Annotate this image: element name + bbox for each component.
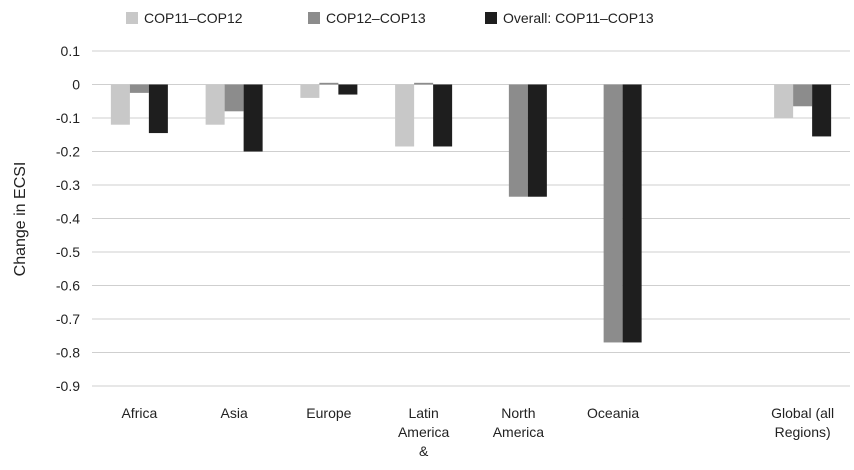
x-tick-label: Regions) (775, 424, 831, 440)
bar (300, 84, 320, 98)
y-tick-label: -0.6 (56, 278, 80, 294)
bar (527, 84, 547, 197)
legend: COP11–COP12 COP12–COP13 Overall: COP11–COP… (126, 10, 654, 26)
bar (243, 84, 263, 152)
x-tick-label: Global (all (771, 405, 834, 421)
bar (224, 84, 244, 112)
legend-label: COP11–COP12 (144, 10, 243, 26)
bar (148, 84, 168, 134)
bar (793, 84, 813, 107)
y-tick-label: -0.8 (56, 345, 80, 361)
bar (395, 84, 415, 147)
bar (433, 84, 453, 147)
x-tick-label: Latin (408, 405, 438, 421)
legend-label: Overall: COP11–COP13 (503, 10, 654, 26)
x-tick-label: Oceania (587, 405, 639, 421)
x-tick-label: North (501, 405, 535, 421)
x-tick-label: & (419, 443, 429, 459)
legend-swatch (485, 12, 497, 24)
bar (129, 84, 149, 93)
y-tick-label: -0.7 (56, 311, 80, 327)
x-tick-label: Europe (306, 405, 351, 421)
legend-label: COP12–COP13 (326, 10, 426, 26)
x-tick-label: Asia (221, 405, 248, 421)
bars (110, 82, 832, 343)
bar (110, 84, 130, 125)
bar (774, 84, 794, 118)
bar (414, 82, 434, 85)
bar (319, 82, 339, 85)
y-tick-label: -0.2 (56, 144, 80, 160)
bar (622, 84, 642, 343)
legend-swatch (308, 12, 320, 24)
x-tick-label: America (493, 424, 545, 440)
y-tick-label: -0.4 (56, 211, 80, 227)
bar (205, 84, 225, 125)
bar (812, 84, 832, 137)
y-tick-label: -0.5 (56, 244, 80, 260)
x-tick-label: America (398, 424, 450, 440)
y-tick-label: -0.1 (56, 110, 80, 126)
bar (603, 84, 623, 343)
y-tick-label: -0.9 (56, 378, 80, 394)
x-tick-label: Africa (121, 405, 157, 421)
legend-swatch (126, 12, 138, 24)
y-tick-label: 0 (72, 77, 80, 93)
bar (508, 84, 528, 197)
y-axis-label: Change in ECSI (12, 162, 29, 277)
y-tick-label: 0.1 (61, 43, 81, 59)
bar (338, 84, 358, 95)
y-tick-label: -0.3 (56, 177, 80, 193)
x-axis: Africa Asia Europe Latin America & North Americ… (121, 405, 834, 459)
y-axis: 0.1 0 -0.1 -0.2 -0.3 -0.4 -0.5 -0.6 -0.7 -0.8 -0.9 (56, 43, 80, 394)
